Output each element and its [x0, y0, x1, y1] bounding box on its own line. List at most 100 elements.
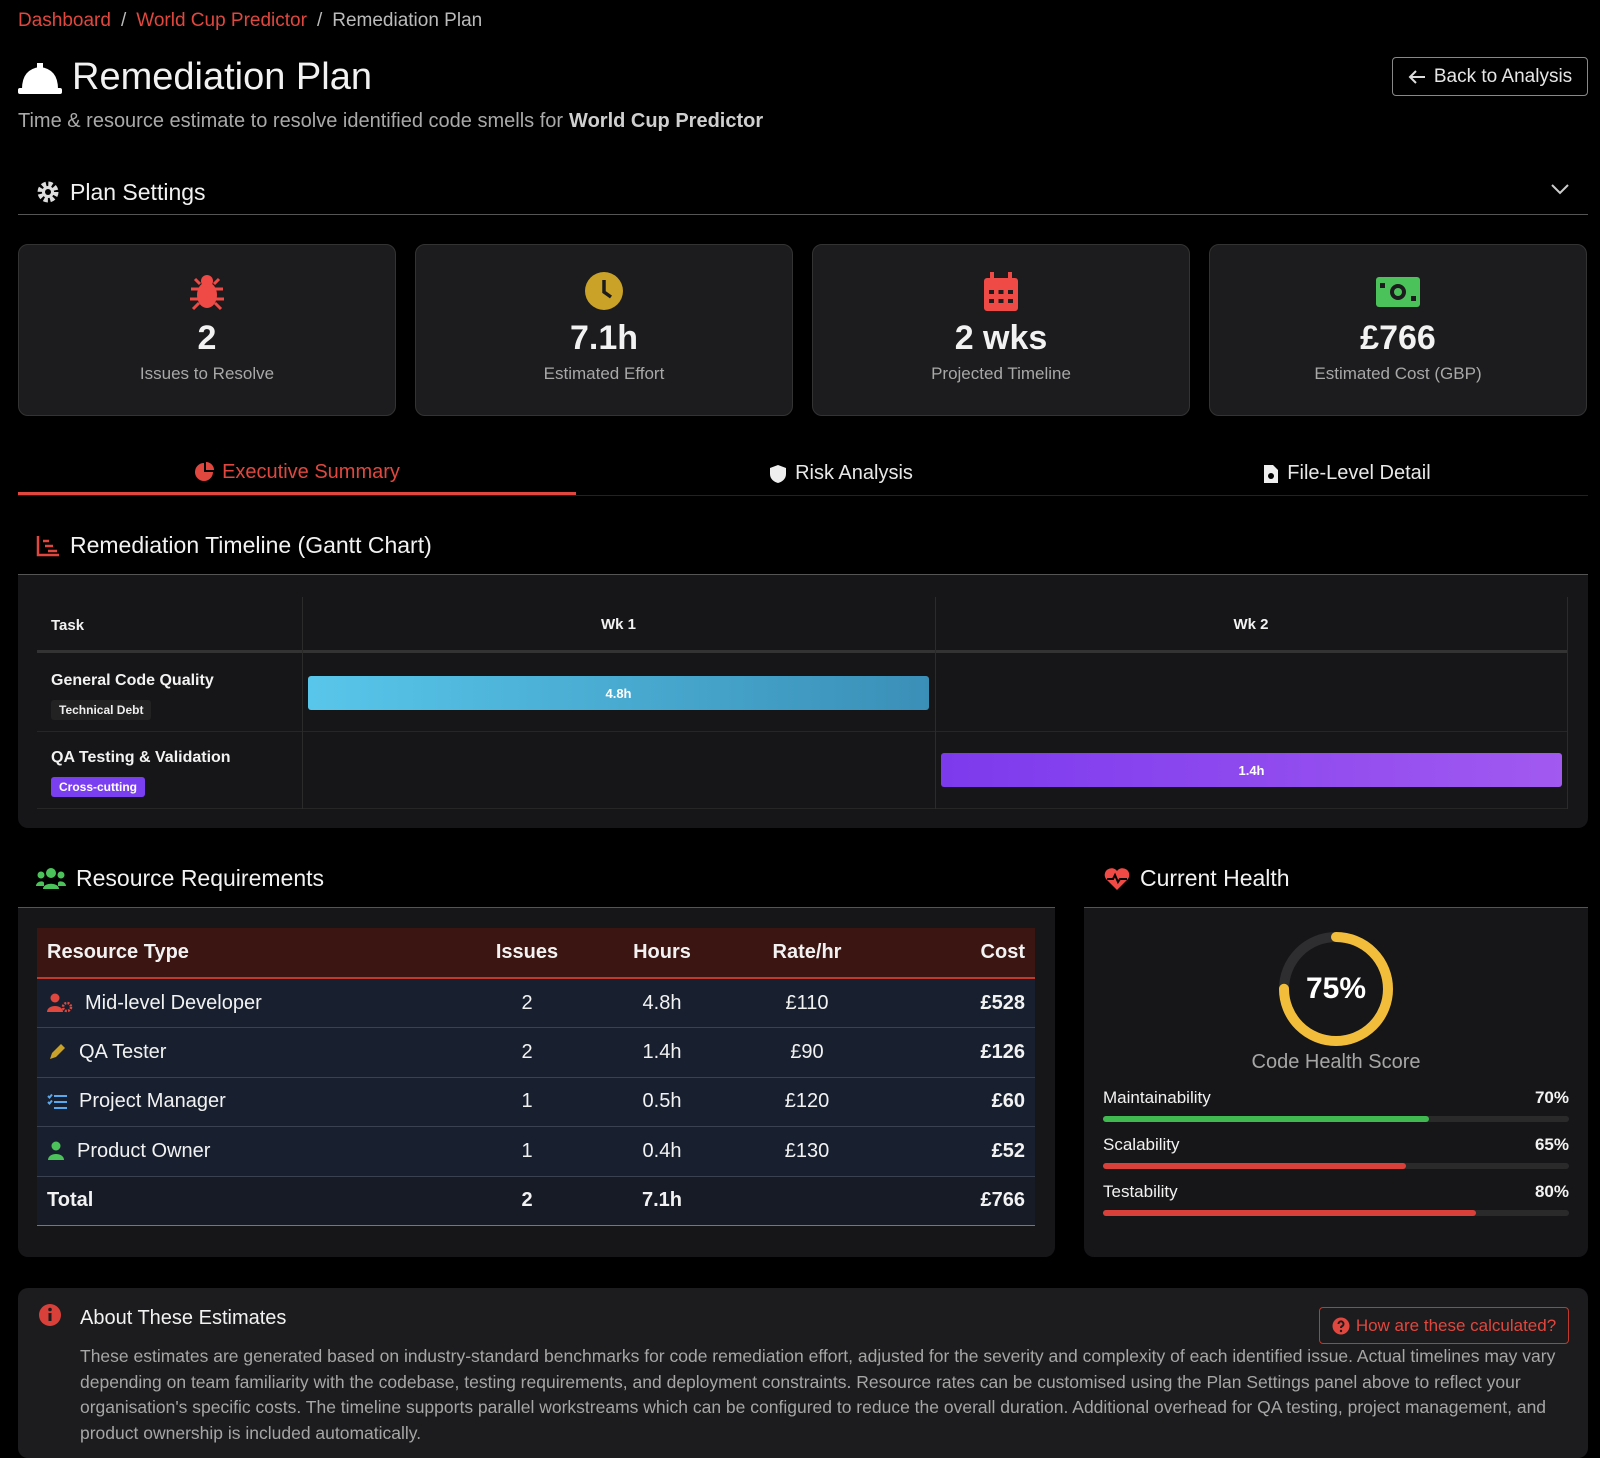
- help-button[interactable]: How are these calculated?: [1319, 1307, 1569, 1344]
- gantt-panel: Task Wk 1 Wk 2 General Code Quality Tech…: [18, 574, 1588, 828]
- metric-name: Maintainability: [1103, 1088, 1211, 1107]
- cell: £110: [737, 978, 877, 1028]
- tab-label: Risk Analysis: [795, 462, 913, 484]
- gantt-heading: Remediation Timeline (Gantt Chart): [36, 532, 432, 559]
- task-tag: Cross-cutting: [51, 777, 145, 797]
- subtitle-text: Time & resource estimate to resolve iden…: [18, 110, 564, 132]
- header-row: Resource Type Issues Hours Rate/hr Cost: [37, 928, 1035, 979]
- task-tag: Technical Debt: [51, 700, 152, 720]
- resources-panel: Resource Type Issues Hours Rate/hr Cost …: [18, 907, 1055, 1257]
- metric-bar: [1103, 1210, 1476, 1216]
- health-heading: Current Health: [1104, 865, 1290, 892]
- file-icon: [1264, 464, 1279, 483]
- shield-icon: [770, 464, 787, 483]
- page-title-row: Remediation Plan: [18, 56, 372, 99]
- gantt-row: QA Testing & Validation Cross-cutting 1.…: [37, 733, 1567, 809]
- cell: 1.4h: [587, 1027, 737, 1078]
- about-title: About These Estimates: [80, 1307, 287, 1329]
- metric-value: 80%: [1534, 1182, 1569, 1201]
- breadcrumb-link[interactable]: Dashboard: [18, 10, 111, 31]
- cell: 7.1h: [587, 1176, 737, 1226]
- separator: /: [120, 10, 127, 31]
- info-icon: [39, 1304, 61, 1326]
- tab[interactable]: File-Level Detail: [1106, 452, 1588, 495]
- pie-icon: [195, 462, 215, 481]
- gantt-bar: 1.4h: [941, 753, 1562, 787]
- health-metric: Scalability 65%: [1103, 1135, 1569, 1169]
- health-panel: 75% Code Health Score Maintainability 70%…: [1084, 907, 1588, 1257]
- arrow-icon: [1408, 69, 1425, 84]
- gantt-header: Task Wk 1 Wk 2: [37, 597, 1567, 653]
- question-icon: [1332, 1317, 1350, 1334]
- cell: £766: [877, 1176, 1035, 1226]
- column-header: Wk 1: [600, 616, 636, 633]
- metric-bar: [1103, 1163, 1406, 1169]
- bug-icon: [190, 275, 224, 311]
- stat-value: £766: [1360, 319, 1436, 357]
- list-icon: [47, 1093, 67, 1109]
- cell: QA Tester: [79, 1040, 167, 1063]
- health-metric: Maintainability 70%: [1103, 1088, 1569, 1122]
- total-row: Total 2 7.1h £766: [37, 1176, 1035, 1226]
- column-header: Task: [51, 617, 85, 634]
- health-metric: Testability 80%: [1103, 1182, 1569, 1216]
- resource-row: QA Tester 2 1.4h £90 £126: [37, 1027, 1035, 1078]
- cell: £52: [877, 1126, 1035, 1177]
- dev-icon: [47, 993, 73, 1013]
- task-name: General Code Quality: [51, 672, 214, 689]
- column-divider: [1567, 597, 1568, 809]
- stat-value: 2 wks: [954, 319, 1048, 357]
- column-header: Rate/hr: [737, 928, 877, 979]
- stat-card: 7.1h Estimated Effort: [415, 244, 793, 416]
- section-title: Remediation Timeline (Gantt Chart): [70, 532, 432, 558]
- task-name: QA Testing & Validation: [51, 749, 231, 766]
- plan-settings-toggle[interactable]: Plan Settings: [18, 170, 1588, 215]
- cell: 4.8h: [587, 978, 737, 1028]
- stat-value: 7.1h: [569, 319, 639, 357]
- page-title: Remediation Plan: [72, 56, 372, 98]
- column-header: Issues: [467, 928, 587, 979]
- column-divider: [935, 597, 936, 809]
- clock-icon: [585, 272, 623, 310]
- gauge-label: 75%: [1306, 972, 1366, 1005]
- metric-value: 65%: [1534, 1135, 1569, 1154]
- project-name: World Cup Predictor: [569, 110, 764, 132]
- cell: [737, 1176, 877, 1226]
- tab[interactable]: Risk Analysis: [576, 452, 1106, 495]
- cell: 2: [467, 1027, 587, 1078]
- column-header: Hours: [587, 928, 737, 979]
- hardhat-icon: [18, 62, 62, 94]
- stat-label: Projected Timeline: [931, 364, 1071, 383]
- help-label: How are these calculated?: [1355, 1315, 1557, 1335]
- tab[interactable]: Executive Summary: [18, 452, 576, 495]
- cell: Product Owner: [77, 1139, 211, 1162]
- tab-label: Executive Summary: [222, 460, 400, 483]
- cell: £90: [737, 1027, 877, 1078]
- back-button[interactable]: Back to Analysis: [1392, 57, 1588, 96]
- about-text: These estimates are generated based on i…: [80, 1346, 1556, 1443]
- tab-bar: Executive Summary Risk Analysis File-Lev…: [18, 452, 1588, 496]
- cell: Total: [37, 1176, 467, 1226]
- cell: 2: [467, 978, 587, 1028]
- gantt-bar: 4.8h: [308, 676, 929, 710]
- column-header: Wk 2: [1233, 616, 1269, 633]
- separator: /: [316, 10, 323, 31]
- owner-icon: [48, 1141, 64, 1161]
- gear-icon: [37, 181, 59, 203]
- gantt-row: General Code Quality Technical Debt 4.8h: [37, 656, 1567, 732]
- pencil-icon: [50, 1044, 65, 1060]
- health-gauge: 75%: [1279, 932, 1393, 1046]
- chart-icon: [36, 535, 59, 556]
- settings-title: Plan Settings: [70, 178, 206, 205]
- resource-row: Project Manager 1 0.5h £120 £60: [37, 1077, 1035, 1127]
- money-icon: [1376, 277, 1420, 307]
- stat-label: Estimated Effort: [543, 364, 665, 383]
- cell: £126: [877, 1027, 1035, 1078]
- section-title: Resource Requirements: [76, 865, 325, 891]
- about-panel: About These Estimates How are these calc…: [18, 1288, 1588, 1458]
- cell: 0.4h: [587, 1126, 737, 1177]
- cell: £528: [877, 978, 1035, 1028]
- breadcrumb-link[interactable]: World Cup Predictor: [136, 10, 307, 31]
- column-header: Cost: [877, 928, 1035, 979]
